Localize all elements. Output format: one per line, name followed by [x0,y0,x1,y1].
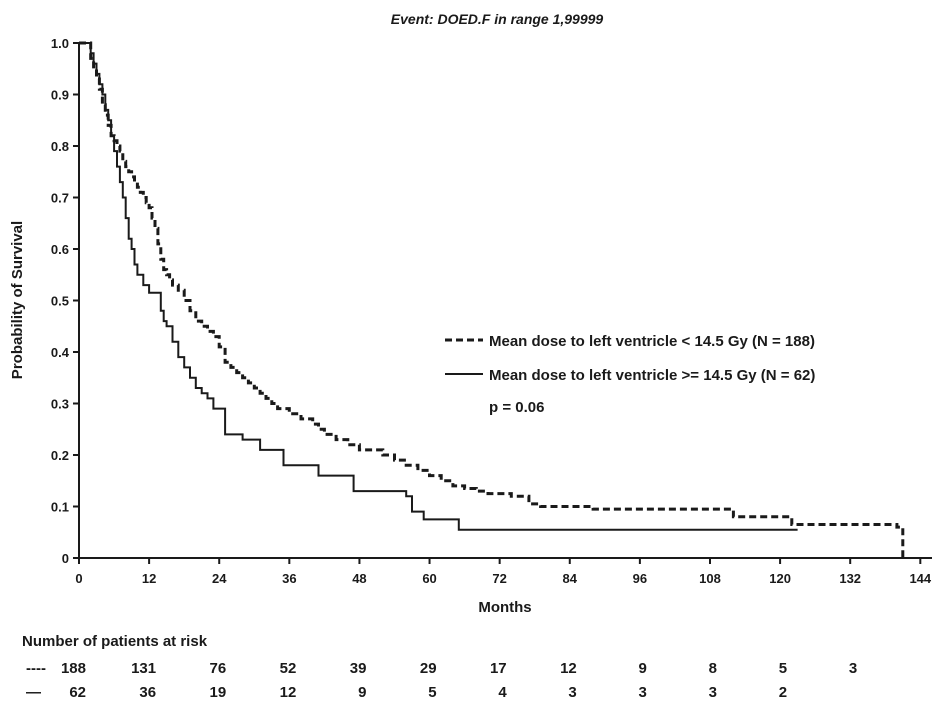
series-line-low-dose [79,41,905,558]
x-tick-label: 48 [352,571,366,586]
at-risk-count: 19 [210,684,227,701]
x-tick-label: 96 [633,571,647,586]
at-risk-count: 29 [420,660,437,677]
y-axis-ticks: 0 0.1 0.2 0.3 0.4 0.5 0.6 0.7 0.8 0.9 1.0 [51,36,79,566]
x-axis-title: Months [478,599,531,616]
at-risk-count: 188 [61,660,86,677]
at-risk-count: 62 [69,684,86,701]
y-tick-label: 0.4 [51,345,70,360]
series-line-high-dose [79,42,798,531]
y-tick-label: 1.0 [51,36,69,51]
at-risk-count: 36 [139,684,156,701]
at-risk-title: Number of patients at risk [22,633,208,650]
y-tick-label: 0.6 [51,242,69,257]
at-risk-count: 12 [280,684,297,701]
y-tick-label: 0.5 [51,294,69,309]
x-tick-label: 24 [212,571,227,586]
at-risk-count: 76 [210,660,227,677]
legend: Mean dose to left ventricle < 14.5 Gy (N… [445,333,815,416]
y-tick-label: 0 [62,551,69,566]
at-risk-count: 3 [639,684,647,701]
x-tick-label: 132 [839,571,861,586]
at-risk-count: 131 [131,660,156,677]
at-risk-count: 4 [498,684,507,701]
x-axis-ticks: 0 12 24 36 48 60 72 84 96 108 120 132 144 [75,558,932,586]
x-tick-label: 36 [282,571,296,586]
x-tick-label: 84 [563,571,578,586]
chart-title: Event: DOED.F in range 1,99999 [391,11,604,27]
y-tick-label: 0.9 [51,88,69,103]
at-risk-count: 12 [560,660,577,677]
at-risk-row-high-dose: 62 36 19 12 9 5 4 3 3 3 2 [69,684,787,701]
series-layer [79,41,905,558]
x-tick-label: 72 [492,571,506,586]
x-tick-label: 108 [699,571,721,586]
at-risk-count: 39 [350,660,367,677]
at-risk-row-low-dose: 188 131 76 52 39 29 17 12 9 8 5 3 [61,660,857,677]
y-tick-label: 0.7 [51,191,69,206]
at-risk-symbol-low-dose: ---- [26,660,46,677]
at-risk-symbol-high-dose: — [26,684,41,701]
y-tick-label: 0.2 [51,448,69,463]
at-risk-count: 3 [568,684,576,701]
x-tick-label: 60 [422,571,436,586]
at-risk-count: 5 [428,684,436,701]
at-risk-count: 5 [779,660,787,677]
x-tick-label: 120 [769,571,791,586]
legend-label-low-dose: Mean dose to left ventricle < 14.5 Gy (N… [489,333,815,350]
p-value-annotation: p = 0.06 [489,399,544,416]
at-risk-count: 8 [709,660,717,677]
at-risk-count: 3 [849,660,857,677]
x-tick-label: 12 [142,571,156,586]
at-risk-table: Number of patients at risk ---- — 188 131… [22,633,857,701]
y-tick-label: 0.8 [51,139,69,154]
at-risk-count: 9 [358,684,366,701]
y-tick-label: 0.3 [51,397,69,412]
at-risk-count: 2 [779,684,787,701]
y-tick-label: 0.1 [51,500,69,515]
y-axis-title: Probability of Survival [9,221,26,379]
at-risk-count: 17 [490,660,507,677]
at-risk-count: 52 [280,660,297,677]
legend-label-high-dose: Mean dose to left ventricle >= 14.5 Gy (… [489,367,815,384]
x-tick-label: 144 [909,571,931,586]
x-tick-label: 0 [75,571,82,586]
at-risk-count: 9 [639,660,647,677]
at-risk-count: 3 [709,684,717,701]
